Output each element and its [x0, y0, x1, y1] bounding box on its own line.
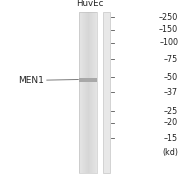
Bar: [91, 12, 92, 173]
Bar: [79, 12, 80, 173]
Text: –50: –50: [164, 73, 178, 82]
Bar: [80, 12, 81, 173]
Bar: [82, 12, 83, 173]
Bar: [91, 12, 92, 173]
Bar: [92, 12, 93, 173]
Bar: [94, 12, 95, 173]
Bar: [95, 12, 96, 173]
Bar: [87, 12, 88, 173]
Bar: [86, 12, 87, 173]
Bar: [95, 12, 96, 173]
Bar: [84, 12, 85, 173]
Bar: [94, 12, 95, 173]
Bar: [90, 12, 91, 173]
Text: –150: –150: [159, 25, 178, 34]
Bar: [80, 12, 81, 173]
Bar: [92, 12, 93, 173]
Text: –37: –37: [164, 88, 178, 97]
Bar: [79, 12, 97, 173]
Bar: [93, 12, 94, 173]
Bar: [83, 12, 84, 173]
Text: –100: –100: [159, 38, 178, 47]
Bar: [83, 12, 84, 173]
Text: –75: –75: [164, 55, 178, 64]
Bar: [88, 12, 89, 173]
Bar: [81, 12, 82, 173]
Bar: [90, 12, 91, 173]
Bar: [85, 12, 86, 173]
Text: –20: –20: [164, 118, 178, 127]
Bar: [79, 78, 97, 82]
Text: MEN1: MEN1: [19, 76, 44, 85]
Text: (kd): (kd): [162, 148, 178, 157]
Bar: [81, 12, 82, 173]
Text: –15: –15: [164, 134, 178, 143]
Bar: [103, 12, 110, 173]
Bar: [82, 12, 83, 173]
Text: HuvEc: HuvEc: [76, 0, 104, 8]
Bar: [89, 12, 90, 173]
Bar: [86, 12, 87, 173]
Bar: [89, 12, 90, 173]
Bar: [96, 12, 97, 173]
Text: –25: –25: [164, 107, 178, 116]
Text: –250: –250: [159, 13, 178, 22]
